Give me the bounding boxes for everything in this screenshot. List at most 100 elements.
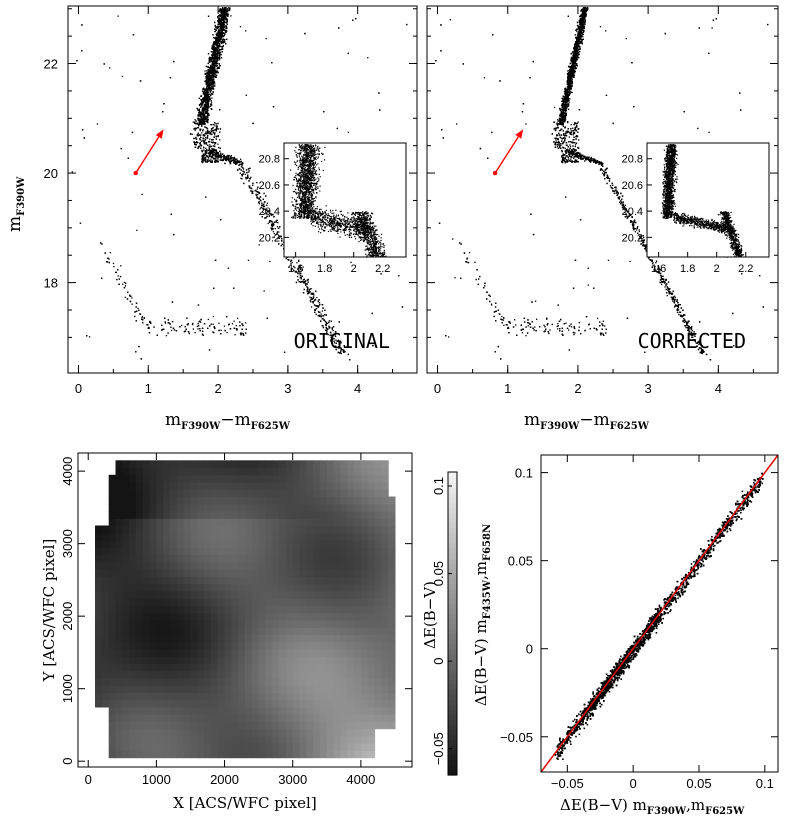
star-point	[135, 320, 137, 322]
star-point	[298, 260, 300, 262]
star-point	[218, 40, 220, 42]
star-point	[246, 171, 248, 174]
star-point	[201, 132, 203, 134]
star-point	[201, 327, 204, 329]
star-point	[219, 65, 221, 67]
star-point	[201, 150, 204, 153]
star-point	[203, 118, 205, 120]
star-point	[217, 20, 219, 22]
star-point	[228, 155, 230, 158]
star-point	[258, 192, 261, 194]
star-point	[219, 58, 221, 60]
star-point	[204, 160, 206, 162]
star-point	[219, 139, 221, 141]
star-point	[203, 149, 205, 151]
star-point	[200, 144, 203, 147]
star-point	[220, 154, 222, 157]
star-point	[120, 265, 122, 267]
star-point	[81, 24, 83, 26]
star-point	[219, 39, 221, 42]
star-point	[206, 155, 208, 157]
star-point	[214, 161, 216, 163]
star-point	[119, 275, 122, 278]
star-point	[309, 296, 311, 298]
star-point	[219, 9, 221, 11]
star-point	[204, 154, 207, 156]
star-point	[221, 45, 223, 48]
star-point	[210, 161, 212, 163]
star-point	[330, 340, 332, 342]
star-point	[226, 19, 228, 21]
star-point	[115, 271, 117, 273]
star-point	[108, 261, 110, 264]
star-point	[214, 132, 216, 134]
star-point	[406, 23, 408, 26]
star-point	[216, 34, 219, 36]
star-point	[219, 8, 221, 10]
star-point	[222, 23, 224, 25]
star-point	[207, 91, 209, 93]
star-point	[129, 300, 132, 303]
star-point	[324, 309, 326, 311]
star-point	[202, 112, 204, 114]
star-point	[347, 131, 350, 133]
star-point	[314, 305, 317, 307]
star-point	[206, 115, 208, 117]
star-point	[250, 187, 252, 189]
star-point	[216, 153, 218, 155]
star-point	[209, 81, 211, 83]
star-point	[211, 54, 214, 56]
star-point	[193, 128, 195, 130]
star-point	[205, 76, 207, 78]
star-point	[311, 292, 313, 294]
star-point	[225, 19, 227, 21]
star-point	[215, 63, 217, 65]
star-point	[125, 282, 127, 284]
star-point	[276, 226, 279, 228]
star-point	[221, 33, 223, 35]
star-point	[211, 152, 213, 154]
star-point	[310, 306, 313, 308]
star-point	[237, 161, 239, 163]
star-point	[199, 113, 201, 115]
star-point	[134, 315, 136, 318]
star-point	[197, 132, 199, 135]
star-point	[349, 359, 351, 361]
star-point	[319, 304, 321, 306]
star-point	[336, 127, 338, 130]
star-point	[248, 170, 250, 172]
star-point	[191, 133, 193, 135]
star-point	[208, 146, 210, 148]
star-point	[131, 297, 133, 299]
star-point	[243, 182, 245, 185]
star-point	[129, 294, 131, 296]
star-point	[194, 332, 196, 334]
star-point	[214, 134, 216, 136]
star-point	[205, 118, 208, 120]
star-point	[206, 103, 208, 105]
star-point	[181, 324, 183, 327]
star-point	[211, 161, 213, 163]
star-point	[308, 291, 310, 293]
star-point	[220, 22, 222, 24]
star-point	[206, 155, 208, 158]
star-point	[332, 333, 334, 335]
star-point	[203, 121, 205, 123]
star-point	[252, 182, 254, 184]
star-point	[210, 323, 212, 325]
star-point	[221, 158, 223, 161]
star-point	[271, 226, 274, 228]
star-point	[186, 317, 188, 319]
star-point	[205, 96, 207, 98]
star-point	[202, 98, 204, 100]
star-point	[137, 307, 139, 309]
star-point	[211, 160, 213, 162]
star-point	[219, 37, 221, 39]
star-point	[115, 271, 118, 273]
star-point	[201, 100, 203, 102]
star-point	[300, 276, 302, 279]
star-point	[205, 147, 207, 149]
star-point	[291, 261, 293, 264]
star-point	[256, 197, 259, 199]
star-point	[209, 105, 212, 107]
